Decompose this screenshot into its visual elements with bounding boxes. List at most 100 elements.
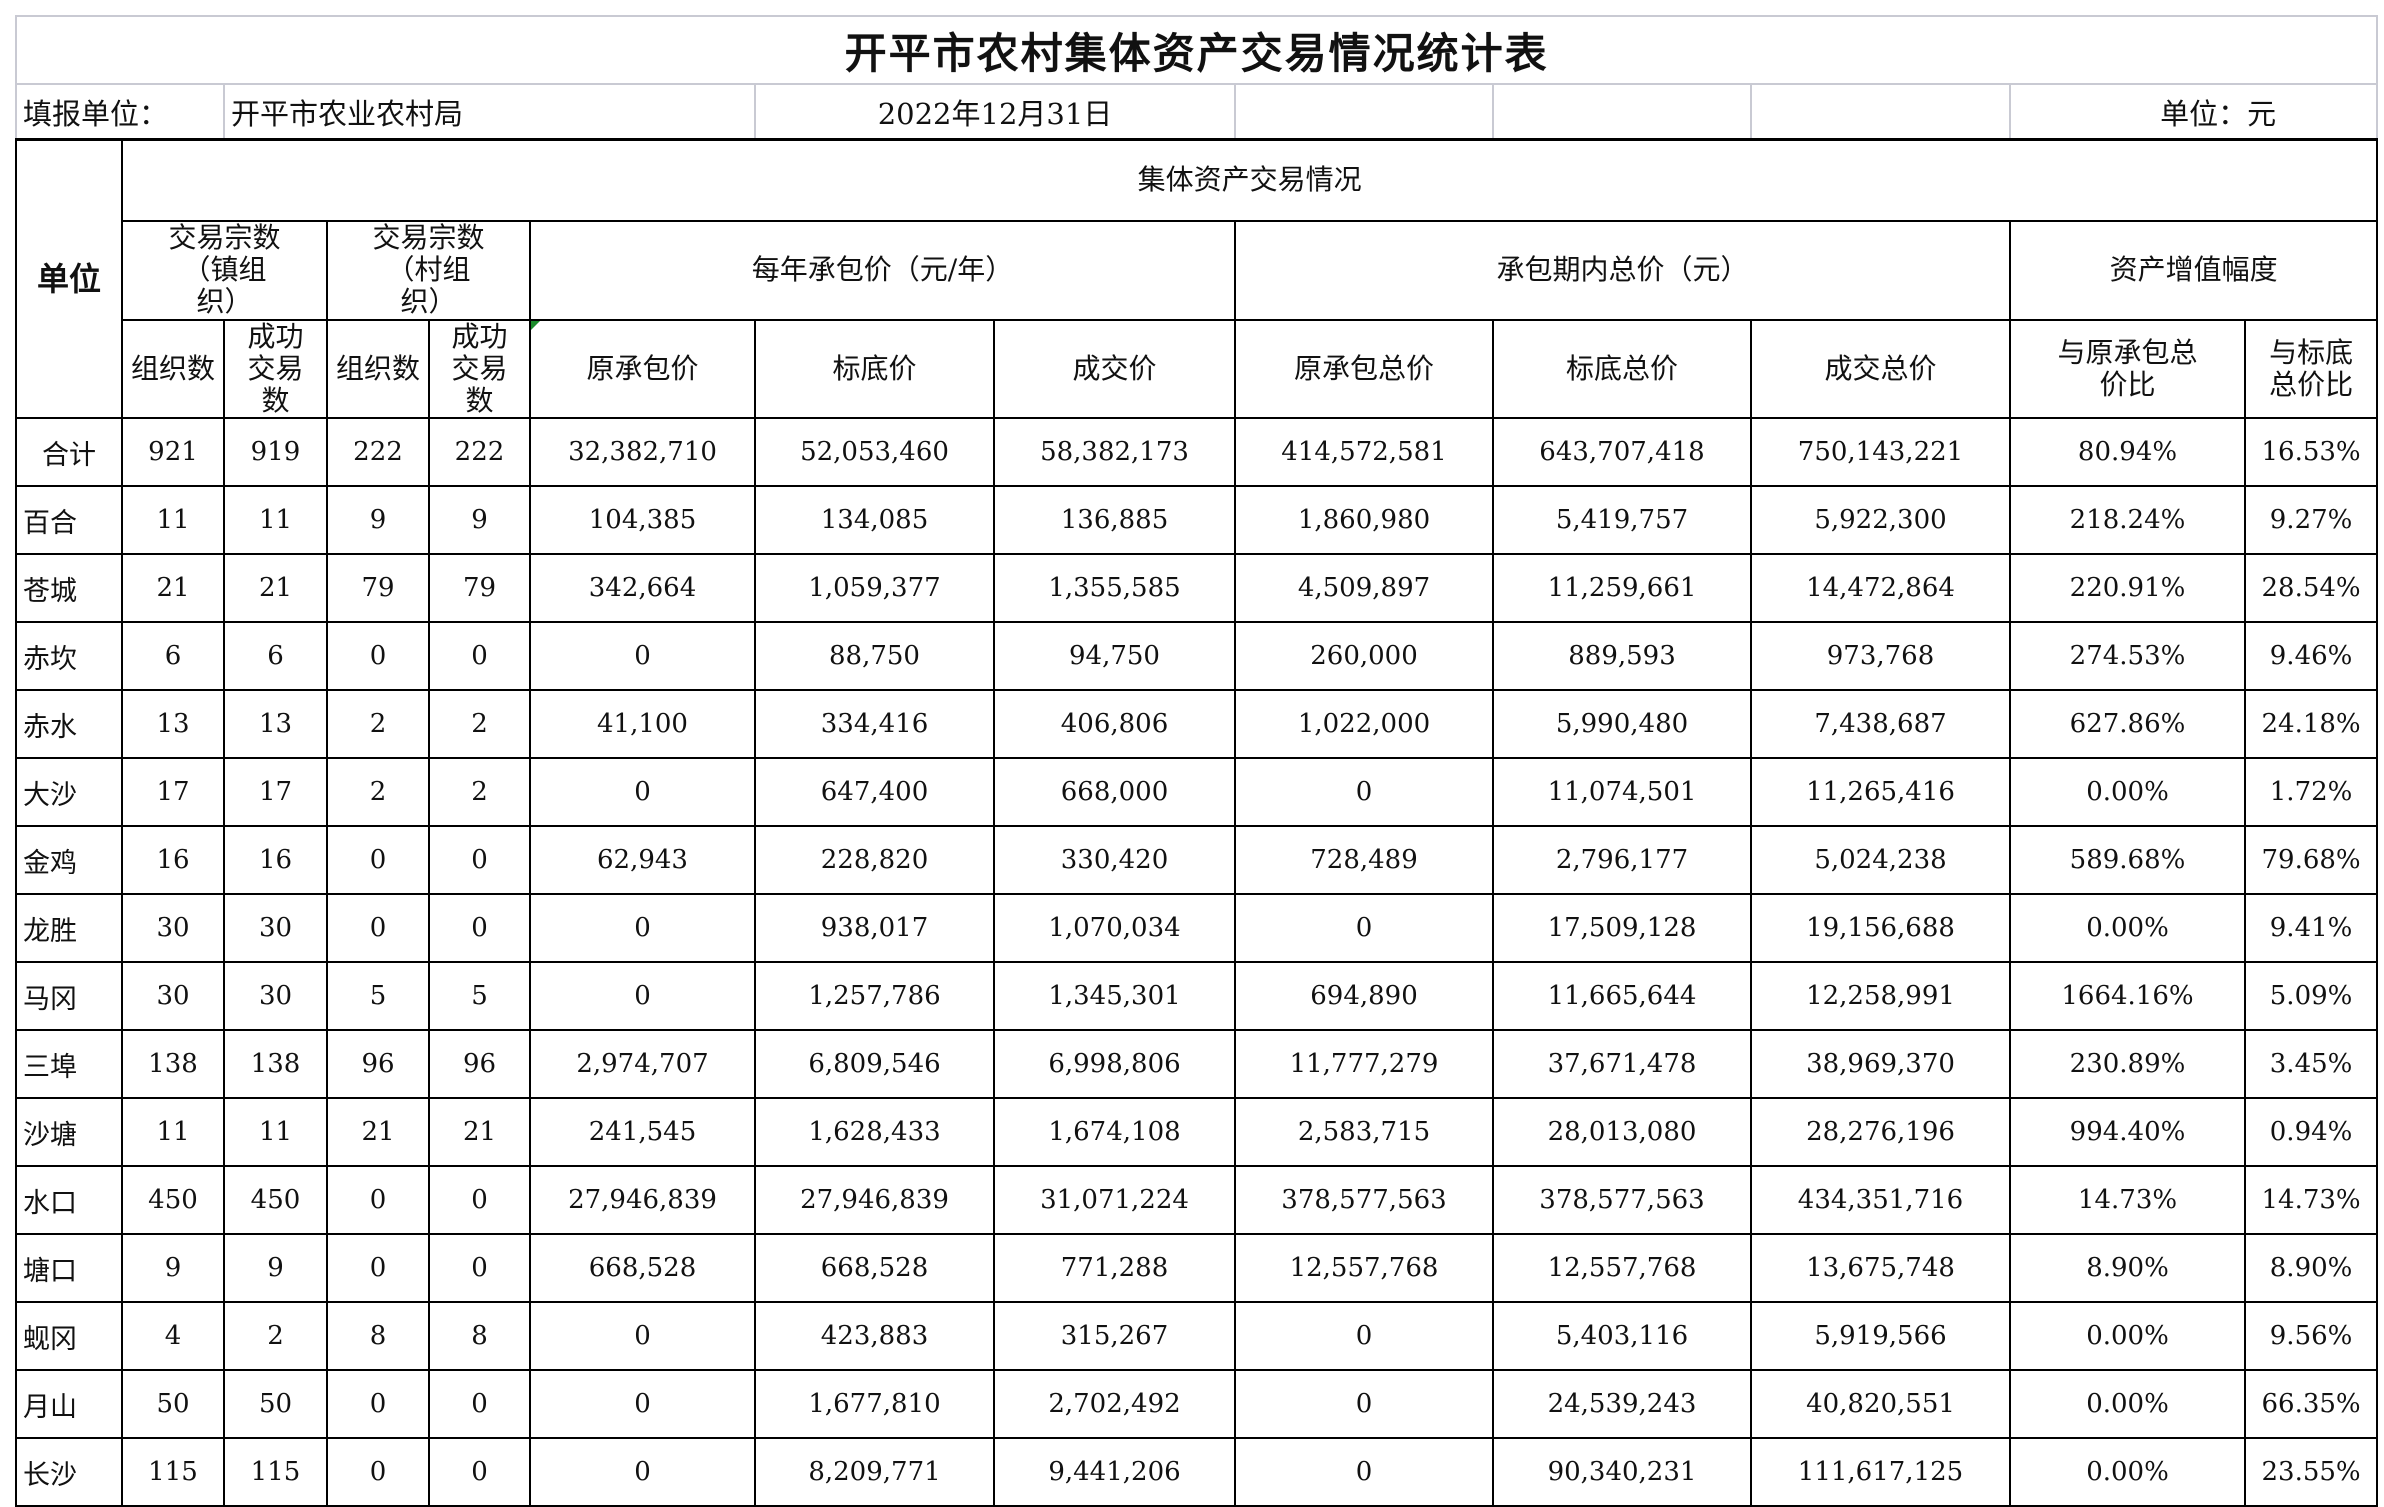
value-cell: 0.00%: [2009, 757, 2246, 828]
value-cell: 11,074,501: [1492, 757, 1752, 828]
value-cell: 1,022,000: [1234, 689, 1494, 760]
value-cell: 8,209,771: [754, 1437, 995, 1507]
table-row: 赤水 13 13 2 2 41,100 334,416 406,806 1,022,000 5,9…: [15, 689, 2379, 760]
value-cell: 12,258,991: [1750, 961, 2011, 1032]
value-cell: 37,671,478: [1492, 1029, 1752, 1100]
value-cell: 0.00%: [2009, 1437, 2246, 1507]
value-cell: 0: [428, 1437, 531, 1507]
value-cell: 0: [529, 961, 756, 1032]
value-cell: 0: [326, 893, 430, 964]
value-cell: 647,400: [754, 757, 995, 828]
header-increase: 资产增值幅度: [2008, 220, 2379, 321]
value-cell: 230.89%: [2009, 1029, 2246, 1100]
value-cell: 0: [428, 1165, 531, 1236]
value-cell: 5,990,480: [1492, 689, 1752, 760]
value-cell: 334,416: [754, 689, 995, 760]
header-group: 集体资产交易情况: [120, 138, 2379, 222]
value-cell: 111,617,125: [1750, 1437, 2011, 1507]
value-cell: 27,946,839: [754, 1165, 995, 1236]
table-row: 马冈 30 30 5 5 0 1,257,786 1,345,301 694,890 11,665…: [15, 961, 2379, 1032]
value-cell: 88,750: [754, 621, 995, 692]
value-cell: 0: [326, 621, 430, 692]
value-cell: 21: [121, 553, 225, 624]
value-cell: 0.00%: [2009, 893, 2246, 964]
value-cell: 0: [1234, 1301, 1494, 1372]
value-cell: 5,403,116: [1492, 1301, 1752, 1372]
table-row: 苍城 21 21 79 79 342,664 1,059,377 1,355,585 4,509…: [15, 553, 2379, 624]
value-cell: 1,070,034: [993, 893, 1236, 964]
value-cell: 1,345,301: [993, 961, 1236, 1032]
value-cell: 222: [428, 417, 531, 488]
value-cell: 115: [223, 1437, 328, 1507]
subheader-cell: 与原承包总价比: [2009, 318, 2246, 420]
value-cell: 11,665,644: [1492, 961, 1752, 1032]
value-cell: 694,890: [1234, 961, 1494, 1032]
value-cell: 4,509,897: [1234, 553, 1494, 624]
table-row: 赤坎 6 6 0 0 0 88,750 94,750 260,000 889,593 973,768…: [15, 621, 2379, 692]
value-cell: 5.09%: [2243, 961, 2379, 1032]
value-cell: 94,750: [993, 621, 1236, 692]
value-cell: 627.86%: [2009, 689, 2246, 760]
value-cell: 2,974,707: [529, 1029, 756, 1100]
currency-unit: 单位：元: [2008, 83, 2379, 141]
value-cell: 1664.16%: [2009, 961, 2246, 1032]
value-cell: 24,539,243: [1492, 1369, 1752, 1440]
unit-name-cell: 百合: [15, 485, 123, 556]
value-cell: 11: [223, 485, 328, 556]
value-cell: 28,013,080: [1492, 1097, 1752, 1168]
value-cell: 0: [428, 621, 531, 692]
unit-name-cell: 龙胜: [15, 893, 123, 964]
value-cell: 9.56%: [2243, 1301, 2379, 1372]
value-cell: 0: [428, 1369, 531, 1440]
value-cell: 50: [121, 1369, 225, 1440]
value-cell: 9: [326, 485, 430, 556]
value-cell: 14.73%: [2009, 1165, 2246, 1236]
value-cell: 450: [121, 1165, 225, 1236]
empty-cell: [1492, 83, 1752, 141]
value-cell: 378,577,563: [1234, 1165, 1494, 1236]
value-cell: 2: [326, 757, 430, 828]
value-cell: 0: [529, 893, 756, 964]
value-cell: 9: [223, 1233, 328, 1304]
value-cell: 938,017: [754, 893, 995, 964]
value-cell: 138: [223, 1029, 328, 1100]
value-cell: 13: [223, 689, 328, 760]
value-cell: 0: [326, 1369, 430, 1440]
value-cell: 16.53%: [2243, 417, 2379, 488]
value-cell: 104,385: [529, 485, 756, 556]
value-cell: 0: [326, 1165, 430, 1236]
value-cell: 2,583,715: [1234, 1097, 1494, 1168]
value-cell: 6,809,546: [754, 1029, 995, 1100]
value-cell: 27,946,839: [529, 1165, 756, 1236]
table-row: 塘口 9 9 0 0 668,528 668,528 771,288 12,557,768 12,…: [15, 1233, 2379, 1304]
value-cell: 8: [428, 1301, 531, 1372]
value-cell: 32,382,710: [529, 417, 756, 488]
subheader-cell: 与标底总价比: [2243, 318, 2379, 420]
value-cell: 9: [428, 485, 531, 556]
value-cell: 1,257,786: [754, 961, 995, 1032]
table-row: 水口 450 450 0 0 27,946,839 27,946,839 31,071,224…: [15, 1165, 2379, 1236]
value-cell: 13: [121, 689, 225, 760]
value-cell: 728,489: [1234, 825, 1494, 896]
value-cell: 5: [428, 961, 531, 1032]
value-cell: 330,420: [993, 825, 1236, 896]
value-cell: 0.94%: [2243, 1097, 2379, 1168]
value-cell: 0: [326, 1437, 430, 1507]
value-cell: 12,557,768: [1492, 1233, 1752, 1304]
value-cell: 8.90%: [2243, 1233, 2379, 1304]
value-cell: 11: [121, 1097, 225, 1168]
unit-name-cell: 沙塘: [15, 1097, 123, 1168]
value-cell: 13,675,748: [1750, 1233, 2011, 1304]
value-cell: 11,259,661: [1492, 553, 1752, 624]
value-cell: 9.41%: [2243, 893, 2379, 964]
value-cell: 11,265,416: [1750, 757, 2011, 828]
value-cell: 0: [529, 1437, 756, 1507]
value-cell: 11,777,279: [1234, 1029, 1494, 1100]
value-cell: 9.27%: [2243, 485, 2379, 556]
value-cell: 62,943: [529, 825, 756, 896]
value-cell: 589.68%: [2009, 825, 2246, 896]
value-cell: 5,922,300: [1750, 485, 2011, 556]
subheader-cell: 原承包总价: [1234, 318, 1494, 420]
value-cell: 771,288: [993, 1233, 1236, 1304]
value-cell: 973,768: [1750, 621, 2011, 692]
